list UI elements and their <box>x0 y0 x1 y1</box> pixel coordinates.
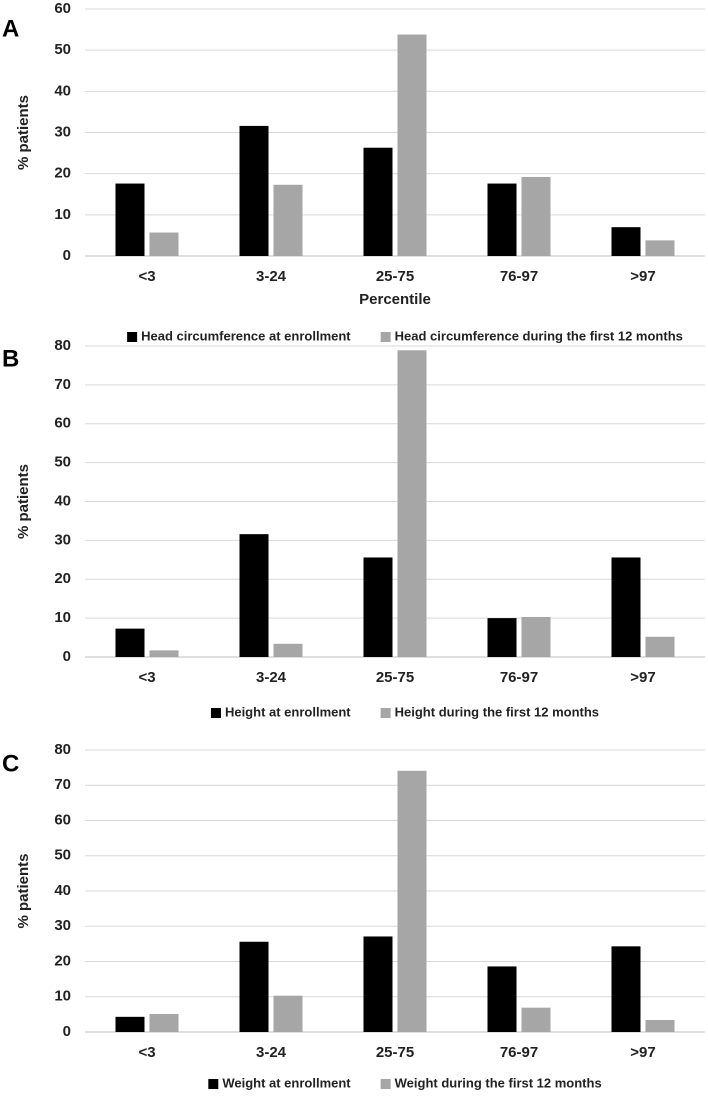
legend-label: Weight at enrollment <box>222 1075 351 1090</box>
legend-label: Height at enrollment <box>225 704 351 719</box>
bar <box>273 643 303 657</box>
y-tick-label: 40 <box>54 492 71 509</box>
bar <box>363 147 393 256</box>
bar <box>487 966 517 1032</box>
x-tick-label: 25-75 <box>376 669 414 686</box>
y-tick-label: 60 <box>54 415 71 432</box>
bar <box>115 1016 145 1032</box>
x-tick-label: 76-97 <box>500 669 538 686</box>
panel-letter: C <box>2 750 19 777</box>
y-axis-title: % patients <box>15 95 32 170</box>
bar <box>487 618 517 657</box>
y-tick-label: 40 <box>54 882 71 899</box>
bar <box>645 1020 675 1032</box>
x-tick-label: <3 <box>138 669 155 686</box>
y-axis-title: % patients <box>15 853 32 928</box>
y-tick-label: 0 <box>63 247 71 264</box>
legend-swatch <box>210 708 221 718</box>
y-tick-label: 10 <box>54 609 71 626</box>
y-tick-label: 50 <box>54 454 71 471</box>
y-tick-label: 60 <box>54 0 71 17</box>
bar <box>521 176 551 256</box>
x-tick-label: <3 <box>138 1044 155 1061</box>
bar <box>115 183 145 256</box>
x-tick-label: 3-24 <box>256 669 287 686</box>
bar <box>239 125 269 256</box>
bar <box>149 1014 179 1032</box>
y-tick-label: 20 <box>54 165 71 182</box>
bar <box>239 534 269 657</box>
bar <box>611 946 641 1032</box>
x-tick-label: >97 <box>630 268 655 285</box>
panel-letter: B <box>2 345 19 372</box>
bar <box>149 232 179 256</box>
y-tick-label: 70 <box>54 376 71 393</box>
bar <box>363 936 393 1032</box>
x-tick-label: <3 <box>138 268 155 285</box>
bar <box>397 350 427 657</box>
legend-swatch <box>208 1079 219 1089</box>
bar <box>239 941 269 1032</box>
bar <box>611 227 641 256</box>
x-tick-label: 3-24 <box>256 268 287 285</box>
y-tick-label: 50 <box>54 847 71 864</box>
x-tick-label: 25-75 <box>376 268 414 285</box>
y-tick-label: 80 <box>54 337 71 354</box>
x-tick-label: >97 <box>630 1044 655 1061</box>
x-tick-label: 76-97 <box>500 1044 538 1061</box>
y-tick-label: 0 <box>63 1023 71 1040</box>
x-tick-label: 25-75 <box>376 1044 414 1061</box>
bar <box>273 995 303 1032</box>
y-tick-label: 10 <box>54 206 71 223</box>
x-tick-label: 3-24 <box>256 1044 287 1061</box>
y-tick-label: 10 <box>54 988 71 1005</box>
x-tick-label: >97 <box>630 669 655 686</box>
bar <box>397 34 427 257</box>
y-tick-label: 50 <box>54 41 71 58</box>
bar <box>645 636 675 657</box>
y-tick-label: 40 <box>54 82 71 99</box>
legend-swatch <box>380 1079 391 1089</box>
legend-swatch <box>127 332 138 342</box>
bar <box>521 616 551 657</box>
x-axis-title: Percentile <box>359 291 431 308</box>
y-tick-label: 80 <box>54 741 71 758</box>
bar <box>149 650 179 657</box>
y-axis-title: % patients <box>15 464 32 539</box>
legend-swatch <box>380 332 391 342</box>
panel-letter: A <box>2 15 19 42</box>
bar <box>273 184 303 256</box>
bar <box>397 770 427 1032</box>
bar <box>521 1007 551 1032</box>
bar <box>115 628 145 657</box>
y-tick-label: 30 <box>54 917 71 934</box>
y-tick-label: 20 <box>54 952 71 969</box>
bar <box>363 557 393 657</box>
bar <box>611 557 641 657</box>
y-tick-label: 30 <box>54 123 71 140</box>
legend-swatch <box>380 708 391 718</box>
bar <box>645 240 675 256</box>
y-tick-label: 70 <box>54 776 71 793</box>
legend-label: Head circumference during the first 12 m… <box>395 328 683 343</box>
y-tick-label: 0 <box>63 648 71 665</box>
y-tick-label: 60 <box>54 811 71 828</box>
legend-label: Head circumference at enrollment <box>141 328 351 343</box>
y-tick-label: 20 <box>54 570 71 587</box>
bar <box>487 183 517 256</box>
legend-label: Height during the first 12 months <box>395 704 599 719</box>
legend-label: Weight during the first 12 months <box>395 1075 602 1090</box>
x-tick-label: 76-97 <box>500 268 538 285</box>
y-tick-label: 30 <box>54 531 71 548</box>
